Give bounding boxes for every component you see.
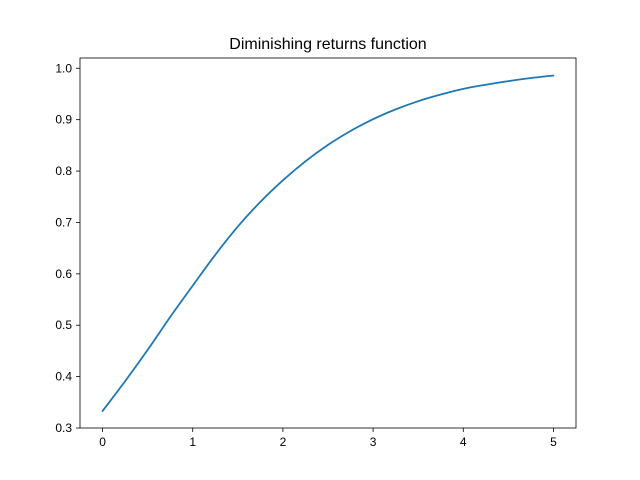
x-tick-label: 3 [370,435,377,449]
y-tick-label: 1.0 [55,61,72,75]
y-tick-label: 0.8 [55,164,72,178]
y-tick-label: 0.7 [55,215,72,229]
y-tick-label: 0.9 [55,113,72,127]
y-tick-label: 0.3 [55,421,72,435]
y-tick-label: 0.6 [55,267,72,281]
x-tick-label: 2 [280,435,287,449]
x-tick-label: 4 [460,435,467,449]
plot-area: 0 1 2 3 4 5 0.3 0.4 0.5 0.6 0.7 0.8 0.9 1.0 [55,61,557,449]
x-tick-label: 5 [550,435,557,449]
axes-frame [79,57,577,429]
x-tick-label: 0 [99,435,106,449]
y-tick-label: 0.4 [55,370,72,384]
chart-title: Diminishing returns function [229,36,426,53]
y-tick-label: 0.5 [55,318,72,332]
series-line-0 [101,74,555,412]
x-tick-label: 1 [189,435,196,449]
